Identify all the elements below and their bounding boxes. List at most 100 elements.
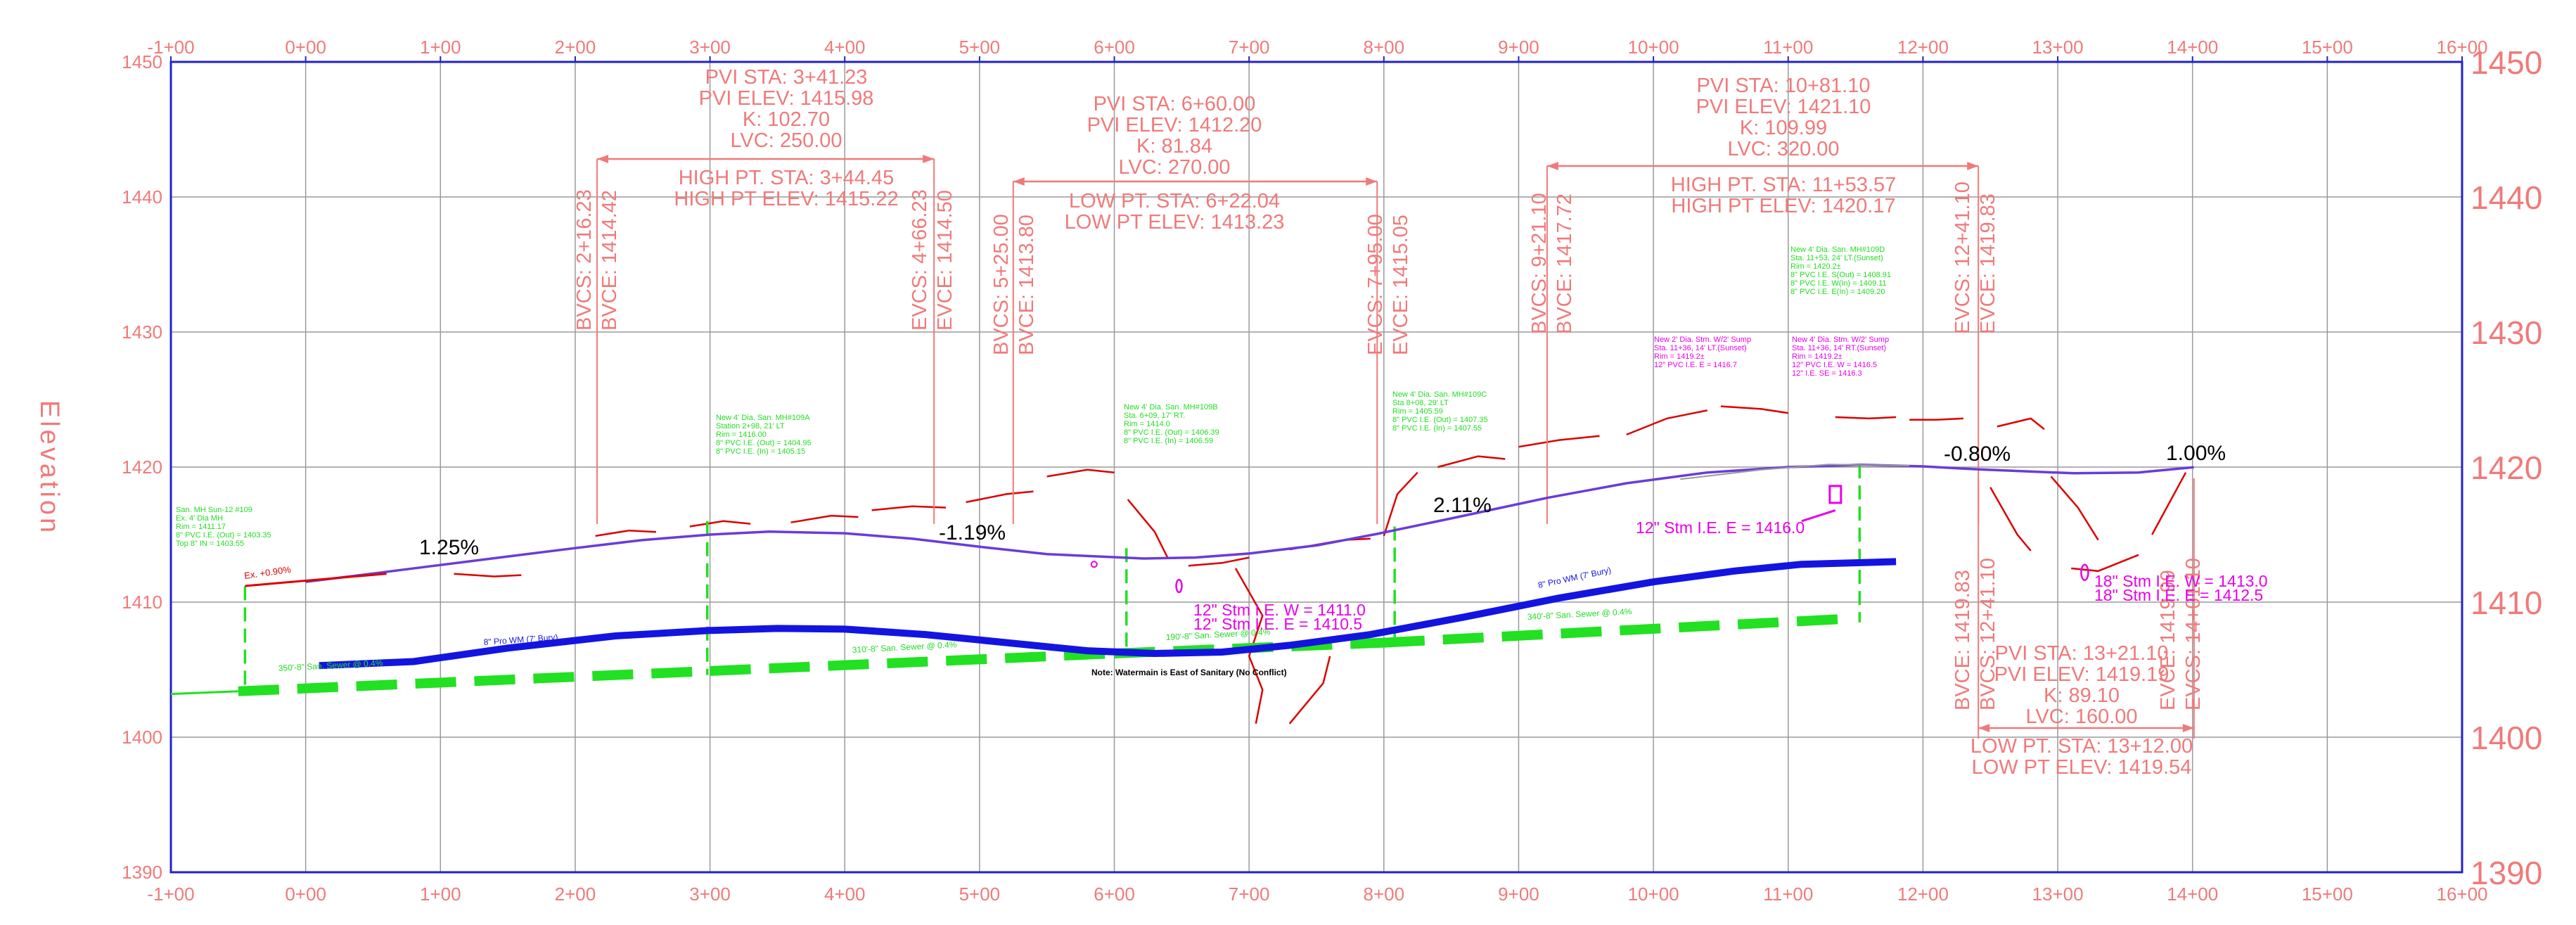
y-tick-label-right: 1430 — [2471, 314, 2542, 351]
watermain-note: Note: Watermain is East of Sanitary (No … — [1091, 668, 1287, 677]
manhole-2-line-1: New 4' Dia. San. MH#109A — [716, 414, 810, 422]
storm-invert-labels: 12" Stm I.E. E = 1416.0 12" Stm I.E. W =… — [1193, 518, 2268, 633]
y-tick-label-left: 1440 — [122, 186, 162, 208]
storm-2-line-5: 12" I.E. SE = 1416.3 — [1792, 369, 1862, 378]
x-tick-label-top: 5+00 — [959, 37, 1001, 58]
axis-ticks: -1+00 -1+00 0+00 0+00 1+00 1+00 2+00 2+00 3+00 3+… — [122, 37, 2542, 905]
manhole-4-line-2: Sta 8+08, 29' LT — [1392, 399, 1449, 407]
plot-frame — [169, 60, 2463, 874]
ground-sketch-mark — [595, 529, 656, 537]
curve-3-high-pt-sta: HIGH PT. STA: 11+53.57 — [1671, 174, 1897, 196]
existing-grade-line — [245, 573, 387, 587]
x-tick-label-bottom: 3+00 — [689, 883, 731, 905]
manhole-4-line-1: New 4' Dia. San. MH#109C — [1392, 390, 1487, 399]
manhole-5-line-1: New 4' Dia. San. MH#109D — [1790, 245, 1885, 254]
ground-sketch-mark — [1234, 568, 1264, 725]
ground-sketch-mark — [2071, 554, 2139, 573]
ground-sketch-mark — [1437, 455, 1506, 468]
x-tick-label-bottom: 9+00 — [1498, 883, 1539, 905]
x-tick-label-bottom: 14+00 — [2167, 883, 2218, 905]
x-tick-label-bottom: 1+00 — [420, 883, 461, 905]
manhole-2-line-3: Rim = 1416.00 — [716, 430, 767, 439]
manhole-4-line-3: Rim = 1405.59 — [1392, 407, 1443, 416]
x-tick-label-bottom: 5+00 — [959, 883, 1001, 905]
ground-sketch-mark — [1288, 656, 1331, 725]
y-tick-label-left: 1450 — [122, 51, 162, 72]
curve-1-evce: EVCE: 1414.50 — [934, 190, 956, 331]
manhole-3-line-1: New 4' Dia. San. MH#109B — [1124, 403, 1218, 412]
manhole-5-line-2: Sta. 11+53, 24' LT.(Sunset) — [1790, 254, 1883, 262]
y-tick-label-right: 1410 — [2471, 585, 2542, 621]
grade-labels: 1.25% -1.19% 2.11% -0.80% 1.00% — [419, 442, 2226, 559]
existing-grade: Ex. +0.90% — [243, 564, 292, 581]
manhole-5-line-4: 8" PVC I.E. S(Out) = 1408.91 — [1790, 271, 1891, 279]
curve-2-pvi-elev: PVI ELEV: 1412.20 — [1087, 114, 1262, 136]
storm-structure-2-note: New 4' Dia. Stm. W/2' Sump Sta. 11+36, 1… — [1792, 336, 1889, 378]
curve-arrow-right — [1366, 177, 1378, 186]
ground-sketch-mark — [454, 573, 522, 578]
storm-label-4: 18" Stm I.E. W = 1413.0 — [2094, 572, 2268, 590]
curve-4-bvcs: BVCS: 12+41.10 — [1977, 558, 1999, 710]
curve-arrow-left — [1546, 162, 1558, 170]
vertical-curves — [596, 155, 2195, 739]
curve-1-lvc: LVC: 250.00 — [730, 129, 842, 152]
storm-pipe-2 — [2080, 563, 2089, 582]
curve-4-bvce: BVCE: 1419.83 — [1952, 570, 1974, 710]
manhole-5-note: New 4' Dia. San. MH#109D Sta. 11+53, 24'… — [1790, 245, 1891, 296]
curve-2-low-pt-elev: LOW PT ELEV: 1413.23 — [1065, 211, 1285, 234]
curve-4-low-pt-sta: LOW PT. STA: 13+12.00 — [1971, 735, 2193, 758]
manhole-4-line-5: 8" PVC I.E. (In) = 1407.55 — [1392, 424, 1482, 433]
x-tick-label-top: 13+00 — [2032, 37, 2084, 58]
x-tick-label-bottom: 4+00 — [824, 883, 866, 905]
x-tick-label-top: 4+00 — [824, 37, 866, 58]
x-tick-label-top: 1+00 — [420, 37, 461, 58]
curve-2-pvi-sta: PVI STA: 6+60.00 — [1094, 93, 1256, 115]
curve-1-pvi-elev: PVI ELEV: 1415.98 — [699, 87, 874, 110]
y-tick-label-left: 1390 — [122, 862, 162, 883]
manhole-5-line-3: Rim = 1420.2± — [1790, 262, 1841, 271]
storm-pipe-1 — [1801, 509, 1836, 523]
y-tick-label-right: 1440 — [2471, 179, 2542, 216]
manhole-1-line-4: 8" PVC I.E. (Out) = 1403.35 — [176, 531, 271, 540]
curve-3-lvc: LVC: 320.00 — [1727, 138, 1839, 160]
curve-3-evce: EVCE: 1419.83 — [1977, 193, 1999, 334]
ground-sketch-mark — [790, 514, 859, 523]
manhole-1-line-3: Rim = 1411.17 — [176, 523, 226, 531]
manhole-4-note: New 4' Dia. San. MH#109C Sta 8+08, 29' L… — [1392, 390, 1488, 433]
storm-1-line-2: Sta. 11+36, 14' LT.(Sunset) — [1654, 344, 1747, 352]
ground-sketch-mark — [1518, 435, 1600, 448]
curve-2-evce: EVCE: 1415.05 — [1390, 215, 1412, 355]
sewer-segment — [1383, 613, 1856, 648]
storm-label-2: 12" Stm I.E. W = 1411.0 — [1193, 601, 1366, 619]
y-tick-label-left: 1420 — [122, 457, 162, 478]
manhole-5-line-6: 8" PVC I.E. E(In) = 1409.20 — [1790, 288, 1885, 296]
ground-sketch-mark — [1720, 405, 1788, 414]
curve-4-lvc: LVC: 160.00 — [2025, 706, 2137, 728]
manhole-1-line-2: Ex. 4' Dia MH — [176, 514, 223, 523]
x-tick-label-top: 0+00 — [285, 37, 326, 58]
curve-4-k: K: 89.10 — [2044, 684, 2120, 707]
manhole-1-note: San. MH Sun-12 #109 Ex. 4' Dia MH Rim = … — [176, 506, 271, 548]
watermain-label-2: 8" Pro WM (7' Bury) — [1537, 565, 1613, 590]
ground-sketch-mark — [2050, 476, 2099, 541]
road-profile — [245, 463, 2194, 587]
manhole-2-line-5: 8" PVC I.E. (In) = 1405.15 — [716, 447, 805, 456]
x-tick-label-bottom: 16+00 — [2436, 883, 2487, 905]
manhole-3-line-3: Rim = 1414.0 — [1124, 420, 1170, 428]
manhole-2-line-2: Station 2+98, 21' LT — [716, 422, 785, 430]
x-tick-label-top: 3+00 — [689, 37, 731, 58]
sewer-segment — [710, 648, 1115, 676]
y-tick-label-right: 1450 — [2471, 44, 2542, 81]
y-axis-title: Elevation — [34, 400, 64, 535]
storm-notes: New 2' Dia. Stm. W/2' Sump Sta. 11+36, 1… — [1654, 336, 1889, 378]
x-tick-label-top: 12+00 — [1897, 37, 1949, 58]
y-tick-label-right: 1390 — [2471, 855, 2542, 891]
grade-4: -0.80% — [1944, 442, 2011, 466]
storm-1-line-1: New 2' Dia. Stm. W/2' Sump — [1654, 336, 1751, 344]
y-tick-label-left: 1410 — [122, 592, 162, 613]
manhole-3-note: New 4' Dia. San. MH#109B Sta. 6+09, 17' … — [1124, 403, 1219, 445]
y-tick-label-left: 1400 — [122, 727, 162, 748]
x-tick-label-bottom: 13+00 — [2032, 883, 2084, 905]
sewer-label-4: 340'-8" San. Sewer @ 0.4% — [1527, 606, 1632, 622]
x-tick-label-top: 16+00 — [2436, 37, 2487, 58]
